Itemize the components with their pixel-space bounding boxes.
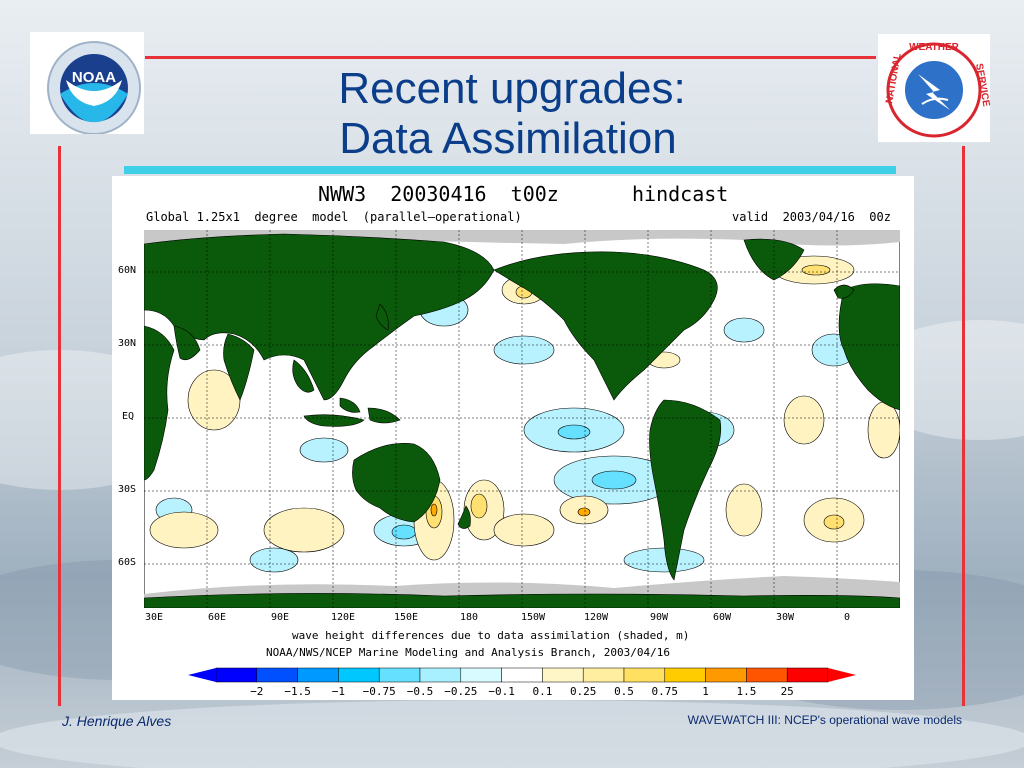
colorbar-swatch xyxy=(623,667,666,683)
lat-label-30n: 30N xyxy=(118,338,137,349)
lon-label-0: 0 xyxy=(844,612,851,623)
colorbar-label: 0.75 xyxy=(652,685,679,696)
lon-label-90w: 90W xyxy=(650,612,669,623)
colorbar-swatch xyxy=(460,667,502,683)
figure-header-left: NWW3 20030416 t00z xyxy=(318,182,559,206)
colorbar-label: −1 xyxy=(332,685,345,696)
lat-label-60s: 60S xyxy=(118,557,137,568)
lon-label-150w: 150W xyxy=(521,612,546,623)
footer-author: J. Henrique Alves xyxy=(62,713,172,729)
colorbar-label: −0.75 xyxy=(363,685,396,696)
colorbar-label: 0.1 xyxy=(532,685,552,696)
noaa-logo-text: NOAA xyxy=(72,69,116,86)
colorbar-swatch xyxy=(664,667,706,683)
colorbar-label: 1.5 xyxy=(736,685,756,696)
colorbar-swatch xyxy=(746,667,788,683)
colorbar-label: −2 xyxy=(250,685,263,696)
colorbar-right-arrow xyxy=(828,668,856,682)
colorbar-swatch xyxy=(501,667,543,683)
colorbar-swatch xyxy=(297,667,339,683)
slide-title-line1: Recent upgrades: xyxy=(338,64,686,113)
figure-caption-line2: NOAA/NWS/NCEP Marine Modeling and Analys… xyxy=(266,646,670,659)
colorbar-swatch xyxy=(215,667,258,683)
figure-subtitle-right: valid 2003/04/16 00z xyxy=(732,210,891,224)
title-underline-bar xyxy=(124,166,896,174)
frame-right-line xyxy=(962,146,965,706)
noaa-logo: NOAA xyxy=(30,32,144,135)
world-map xyxy=(144,230,900,608)
colorbar-label: −0.5 xyxy=(407,685,434,696)
colorbar-label: −0.1 xyxy=(488,685,514,696)
colorbar-label: −1.5 xyxy=(284,685,311,696)
lat-label-30s: 30S xyxy=(118,484,137,495)
lon-label-30e: 30E xyxy=(145,612,164,623)
svg-text:WEATHER: WEATHER xyxy=(909,42,960,53)
nws-logo: WEATHER NATIONAL SERVICE xyxy=(878,34,992,142)
lon-label-90e: 90E xyxy=(271,612,290,623)
lon-label-30w: 30W xyxy=(776,612,795,623)
colorbar-left-arrow xyxy=(188,668,216,682)
colorbar-label: −0.25 xyxy=(444,685,477,696)
colorbar-swatch xyxy=(419,667,462,683)
lon-label-180: 180 xyxy=(460,612,479,623)
frame-top-line xyxy=(145,56,876,59)
lat-label-60n: 60N xyxy=(118,265,137,276)
colorbar-swatch xyxy=(582,667,625,683)
figure-header-right: hindcast xyxy=(632,182,729,206)
colorbar-swatch xyxy=(338,667,380,683)
colorbar-swatch xyxy=(542,667,584,683)
colorbar-label: 1 xyxy=(702,685,709,696)
lat-label-eq: EQ xyxy=(122,411,135,422)
colorbar-label: 0.5 xyxy=(614,685,634,696)
figure-subtitle-left: Global 1.25x1 degree model (parallel—ope… xyxy=(146,210,522,224)
colorbar-swatch xyxy=(256,667,298,683)
footer-caption: WAVEWATCH III: NCEP's operational wave m… xyxy=(687,713,962,727)
lon-label-120w: 120W xyxy=(584,612,609,623)
slide-title-line2: Data Assimilation xyxy=(339,114,677,163)
colorbar-swatch xyxy=(378,667,421,683)
lon-label-120e: 120E xyxy=(331,612,356,623)
colorbar-swatch xyxy=(786,667,829,683)
frame-left-line xyxy=(58,146,61,706)
lon-label-60w: 60W xyxy=(713,612,732,623)
colorbar-swatch xyxy=(705,667,747,683)
wave-height-map-figure: NWW3 20030416 t00z hindcast Global 1.25x… xyxy=(112,176,914,700)
lon-label-150e: 150E xyxy=(394,612,419,623)
colorbar: −2 −1.5 −1 −0.75 −0.5 −0.25 −0.1 0.1 0.25 0.5 0.75… xyxy=(188,667,856,696)
figure-caption-line1: wave height differences due to data assi… xyxy=(292,629,690,642)
colorbar-label: 0.25 xyxy=(570,685,597,696)
lon-label-60e: 60E xyxy=(208,612,227,623)
colorbar-label: 25 xyxy=(781,685,794,696)
